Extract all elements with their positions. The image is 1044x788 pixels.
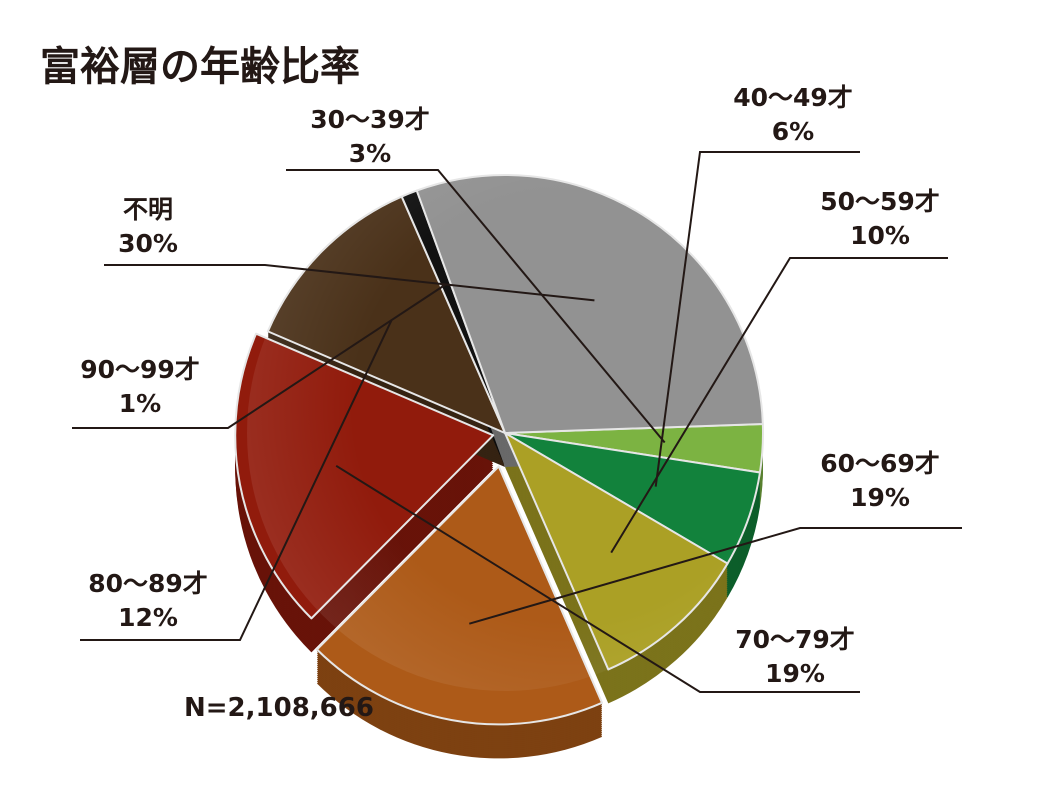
- slice-value-label-6: 1%: [119, 389, 161, 418]
- slice-labels: 30～39才 3% 40～49才 6% 50～59才 10% 60～69才 19% 70～79才…: [80, 83, 940, 688]
- leader-line-5: [80, 319, 393, 641]
- pie-slices: [234, 174, 764, 726]
- slice-value-label-3: 19%: [850, 483, 910, 512]
- leader-line-2: [610, 257, 948, 554]
- slice-value-label-1: 6%: [772, 117, 814, 146]
- chart-title: 富裕層の年齢比率: [40, 44, 360, 90]
- slice-label-2: 50～59才: [820, 187, 940, 216]
- slice-label-1: 40～49才: [733, 83, 853, 112]
- slice-value-label-4: 19%: [765, 659, 825, 688]
- leader-line-3: [469, 527, 962, 625]
- leader-line-0: [286, 169, 666, 444]
- leader-line-1: [654, 151, 860, 487]
- leader-line-7: [104, 264, 595, 302]
- slice-label-0: 30～39才: [310, 105, 430, 134]
- leader-line-4: [335, 464, 860, 693]
- slice-value-label-2: 10%: [850, 221, 910, 250]
- slice-value-label-5: 12%: [118, 603, 178, 632]
- slice-label-7: 不明: [123, 195, 173, 224]
- leader-line-6: [72, 283, 447, 429]
- slice-label-3: 60～69才: [820, 449, 940, 478]
- slice-label-5: 80～89才: [88, 569, 208, 598]
- sample-size-note: N=2,108,666: [184, 693, 374, 723]
- slice-value-label-0: 3%: [349, 139, 391, 168]
- slice-label-6: 90～99才: [80, 355, 200, 384]
- leader-lines: [72, 151, 962, 693]
- pie-gloss: [247, 175, 763, 691]
- slice-value-label-7: 30%: [118, 229, 178, 258]
- slice-label-4: 70～79才: [735, 625, 855, 654]
